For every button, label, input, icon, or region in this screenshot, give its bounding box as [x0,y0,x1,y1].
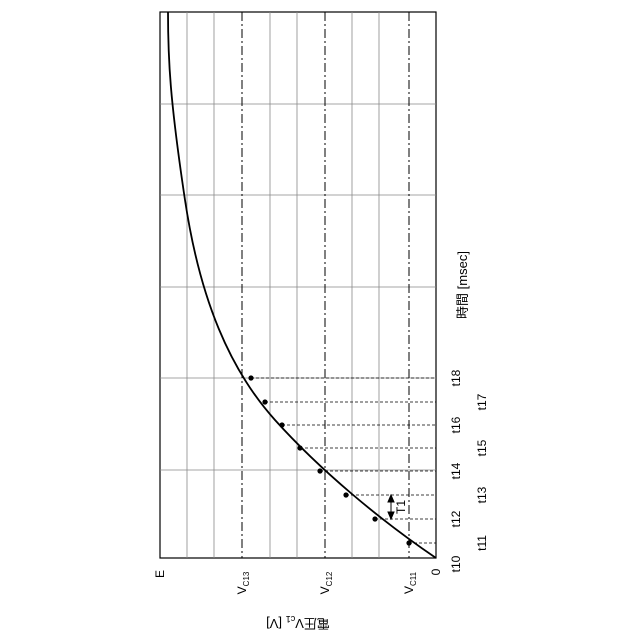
plot-frame [160,12,436,558]
point-t13 [343,492,348,497]
tick-t17: t17 [475,393,489,410]
tick-vc12: VC12 [318,571,334,594]
point-t16 [279,422,284,427]
point-t14 [317,468,322,473]
point-t11 [406,540,411,545]
tick-t13: t13 [475,486,489,503]
vertical-gridlines [187,12,379,558]
time-guides [251,378,436,543]
point-t12 [372,516,377,521]
y-axis-label: 電圧Vc1 [V] [266,614,330,631]
tick-t12: t12 [449,510,463,527]
tick-e: E [153,570,167,578]
plot-border [160,12,436,558]
time-tick-labels: t10 t11 t12 t13 t14 t15 t16 t17 t18 [449,369,489,572]
tick-t18: t18 [449,369,463,386]
tick-t14: t14 [449,462,463,479]
x-axis-label: 時間 [msec] [455,251,470,319]
sample-points [248,375,411,545]
tick-t16: t16 [449,416,463,433]
voltage-level-lines [242,12,409,558]
charging-curve [168,12,436,558]
point-t15 [297,445,302,450]
t1-label: T1 [394,500,408,514]
horizontal-gridlines [160,104,436,470]
tick-zero: 0 [429,568,443,575]
point-t17 [262,399,267,404]
tick-t15: t15 [475,439,489,456]
point-t18 [248,375,253,380]
tick-vc11: VC11 [402,571,418,594]
tick-t10: t10 [449,555,463,572]
tick-t11: t11 [475,535,489,551]
voltage-tick-labels: 0 VC11 VC12 VC13 E [153,568,443,594]
tick-vc13: VC13 [235,571,251,594]
